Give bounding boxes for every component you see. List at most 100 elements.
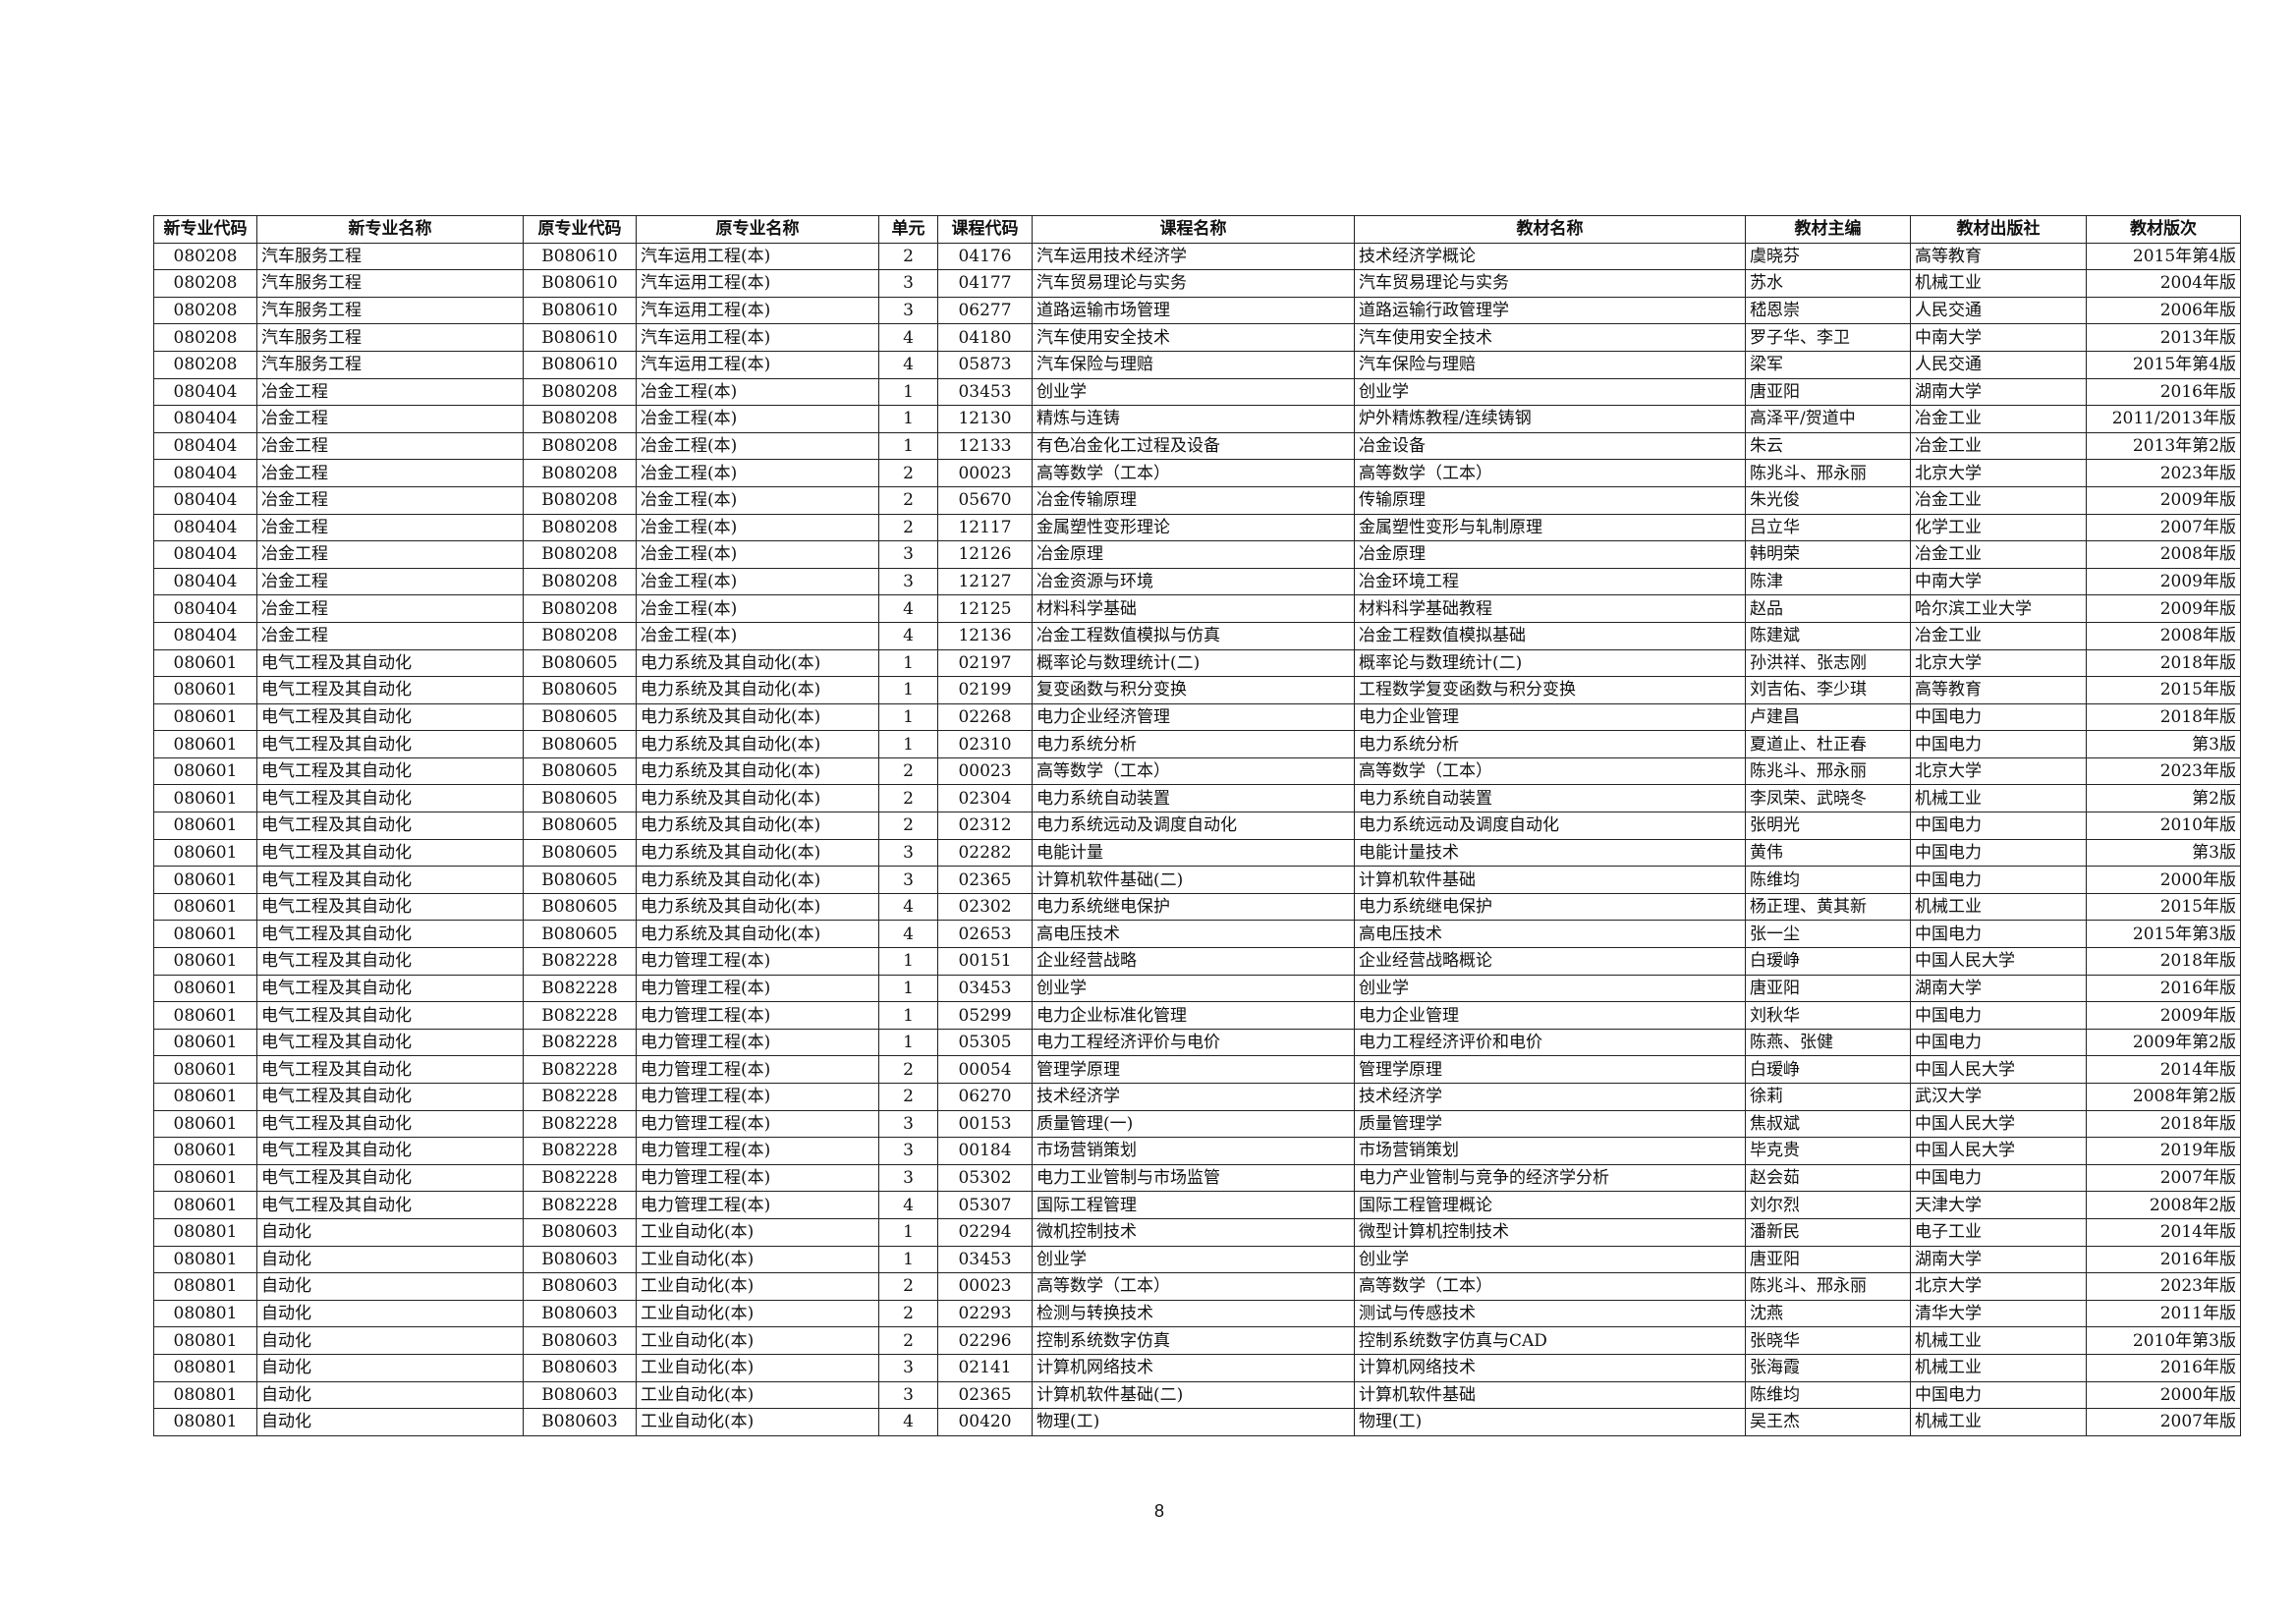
table-cell: 2 [878,485,938,515]
table-cell: B080610 [523,350,637,379]
table-row: 080801 自动化 B080603 工业自动化(本) 1 02294 微机控制技术 微型计算… [153,1217,2241,1247]
table-cell: 工业自动化(本) [636,1380,879,1410]
table-cell: 中国人民大学 [1910,947,2087,976]
table-cell: 人民交通 [1910,350,2087,379]
table-cell: 2 [878,784,938,813]
table-cell: 2007年版 [2086,1408,2241,1436]
table-cell: 中国电力 [1910,1001,2087,1030]
table-cell: 04176 [937,242,1033,271]
table-cell: 电气工程及其自动化 [256,1083,524,1111]
table-cell: 刘尔烈 [1745,1191,1911,1219]
table-cell: 2023年版 [2086,1272,2241,1301]
table-cell: 虞晓芬 [1745,242,1911,271]
table-cell: 中国电力 [1910,1163,2087,1193]
table-cell: 唐亚阳 [1745,377,1911,407]
table-cell: 00023 [937,1272,1033,1301]
table-cell: 计算机网络技术 [1032,1353,1355,1382]
table-cell: 2018年版 [2086,1109,2241,1139]
table-cell: 道路运输市场管理 [1032,296,1355,325]
table-cell: 汽车贸易理论与实务 [1032,269,1355,298]
table-cell: 电力工程经济评价和电价 [1354,1028,1746,1057]
header-cell: 课程名称 [1032,215,1355,244]
table-cell: 080801 [153,1326,257,1355]
table-cell: 电气工程及其自动化 [256,702,524,732]
table-cell: 2011年版 [2086,1299,2241,1328]
page-number: 8 [1153,1501,1164,1521]
table-cell: 02197 [937,648,1033,678]
table-cell: 2009年版 [2086,567,2241,596]
table-cell: 陈维均 [1745,1380,1911,1410]
table-cell: 080601 [153,1083,257,1111]
table-cell: B080208 [523,594,637,623]
table-cell: 02282 [937,838,1033,868]
table-cell: B082228 [523,1163,637,1193]
table-cell: B080610 [523,296,637,325]
table-cell: 2000年版 [2086,866,2241,894]
table-cell: 080801 [153,1380,257,1410]
table-cell: 技术经济学 [1032,1083,1355,1111]
table-cell: 质量管理学 [1354,1109,1746,1139]
table-cell: 电气工程及其自动化 [256,920,524,949]
table-cell: 02268 [937,702,1033,732]
table-cell: 电力系统远动及调度自动化 [1032,812,1355,840]
table-cell: 2009年版 [2086,1001,2241,1030]
table-cell: 冶金工业 [1910,405,2087,433]
table-cell: 080404 [153,594,257,623]
header-cell: 教材版次 [2086,215,2241,244]
table-cell: 080601 [153,947,257,976]
table-cell: 080601 [153,1109,257,1139]
table-cell: 3 [878,1137,938,1165]
table-cell: 冶金环境工程 [1354,567,1746,596]
table-cell: 02294 [937,1217,1033,1247]
table-cell: 控制系统数字仿真 [1032,1326,1355,1355]
table-cell: 第3版 [2086,730,2241,758]
table-cell: 电气工程及其自动化 [256,974,524,1003]
table-cell: 电气工程及其自动化 [256,1001,524,1030]
table-cell: 电力工程经济评价与电价 [1032,1028,1355,1057]
table-cell: B080605 [523,676,637,704]
table-row: 080601 电气工程及其自动化 B080605 电力系统及其自动化(本) 4 02302… [153,892,2241,922]
table-cell: 2 [878,1083,938,1111]
table-cell: B080208 [523,405,637,433]
table-cell: 2 [878,513,938,542]
table-cell: 创业学 [1032,974,1355,1003]
table-cell: 陈兆斗、邢永丽 [1745,459,1911,487]
table-row: 080208 汽车服务工程 B080610 汽车运用工程(本) 3 04177 汽车贸易理论… [153,269,2241,298]
table-cell: 中国电力 [1910,920,2087,949]
table-cell: B080208 [523,377,637,407]
table-cell: 3 [878,269,938,298]
table-cell: B080605 [523,920,637,949]
table-cell: B082228 [523,1137,637,1165]
table-cell: 中南大学 [1910,567,2087,596]
table-cell: 04180 [937,323,1033,352]
table-cell: 张海霞 [1745,1353,1911,1382]
course-table: 新专业代码 新专业名称 原专业代码 原专业名称 单元 课程代码 课程名称 教材名称 教材主编 教材… [153,215,2241,1436]
table-cell: 电力系统分析 [1354,730,1746,758]
table-cell: 2016年版 [2086,1353,2241,1382]
table-cell: 冶金原理 [1032,540,1355,569]
table-cell: 080801 [153,1217,257,1247]
table-row: 080601 电气工程及其自动化 B080605 电力系统及其自动化(本) 1 02199… [153,676,2241,704]
table-cell: 4 [878,350,938,379]
table-cell: 1 [878,1245,938,1274]
table-cell: 冶金工程 [256,621,524,650]
table-cell: 080404 [153,459,257,487]
table-cell: B080605 [523,812,637,840]
table-cell: 2006年版 [2086,296,2241,325]
table-cell: 电力管理工程(本) [636,1028,879,1057]
table-cell: 12125 [937,594,1033,623]
table-cell: 冶金原理 [1354,540,1746,569]
header-cell: 教材主编 [1745,215,1911,244]
table-cell: 自动化 [256,1299,524,1328]
table-cell: 2008年2版 [2086,1191,2241,1219]
table-cell: 2007年版 [2086,513,2241,542]
header-cell: 原专业名称 [636,215,879,244]
table-cell: 02199 [937,676,1033,704]
table-cell: 080601 [153,1001,257,1030]
table-cell: 2 [878,459,938,487]
table-cell: 电气工程及其自动化 [256,1163,524,1193]
table-cell: B082228 [523,1191,637,1219]
table-cell: 冶金工程 [256,377,524,407]
table-row: 080404 冶金工程 B080208 冶金工程(本) 1 12130 精炼与连铸 炉外精炼教… [153,405,2241,433]
table-cell: B080605 [523,838,637,868]
